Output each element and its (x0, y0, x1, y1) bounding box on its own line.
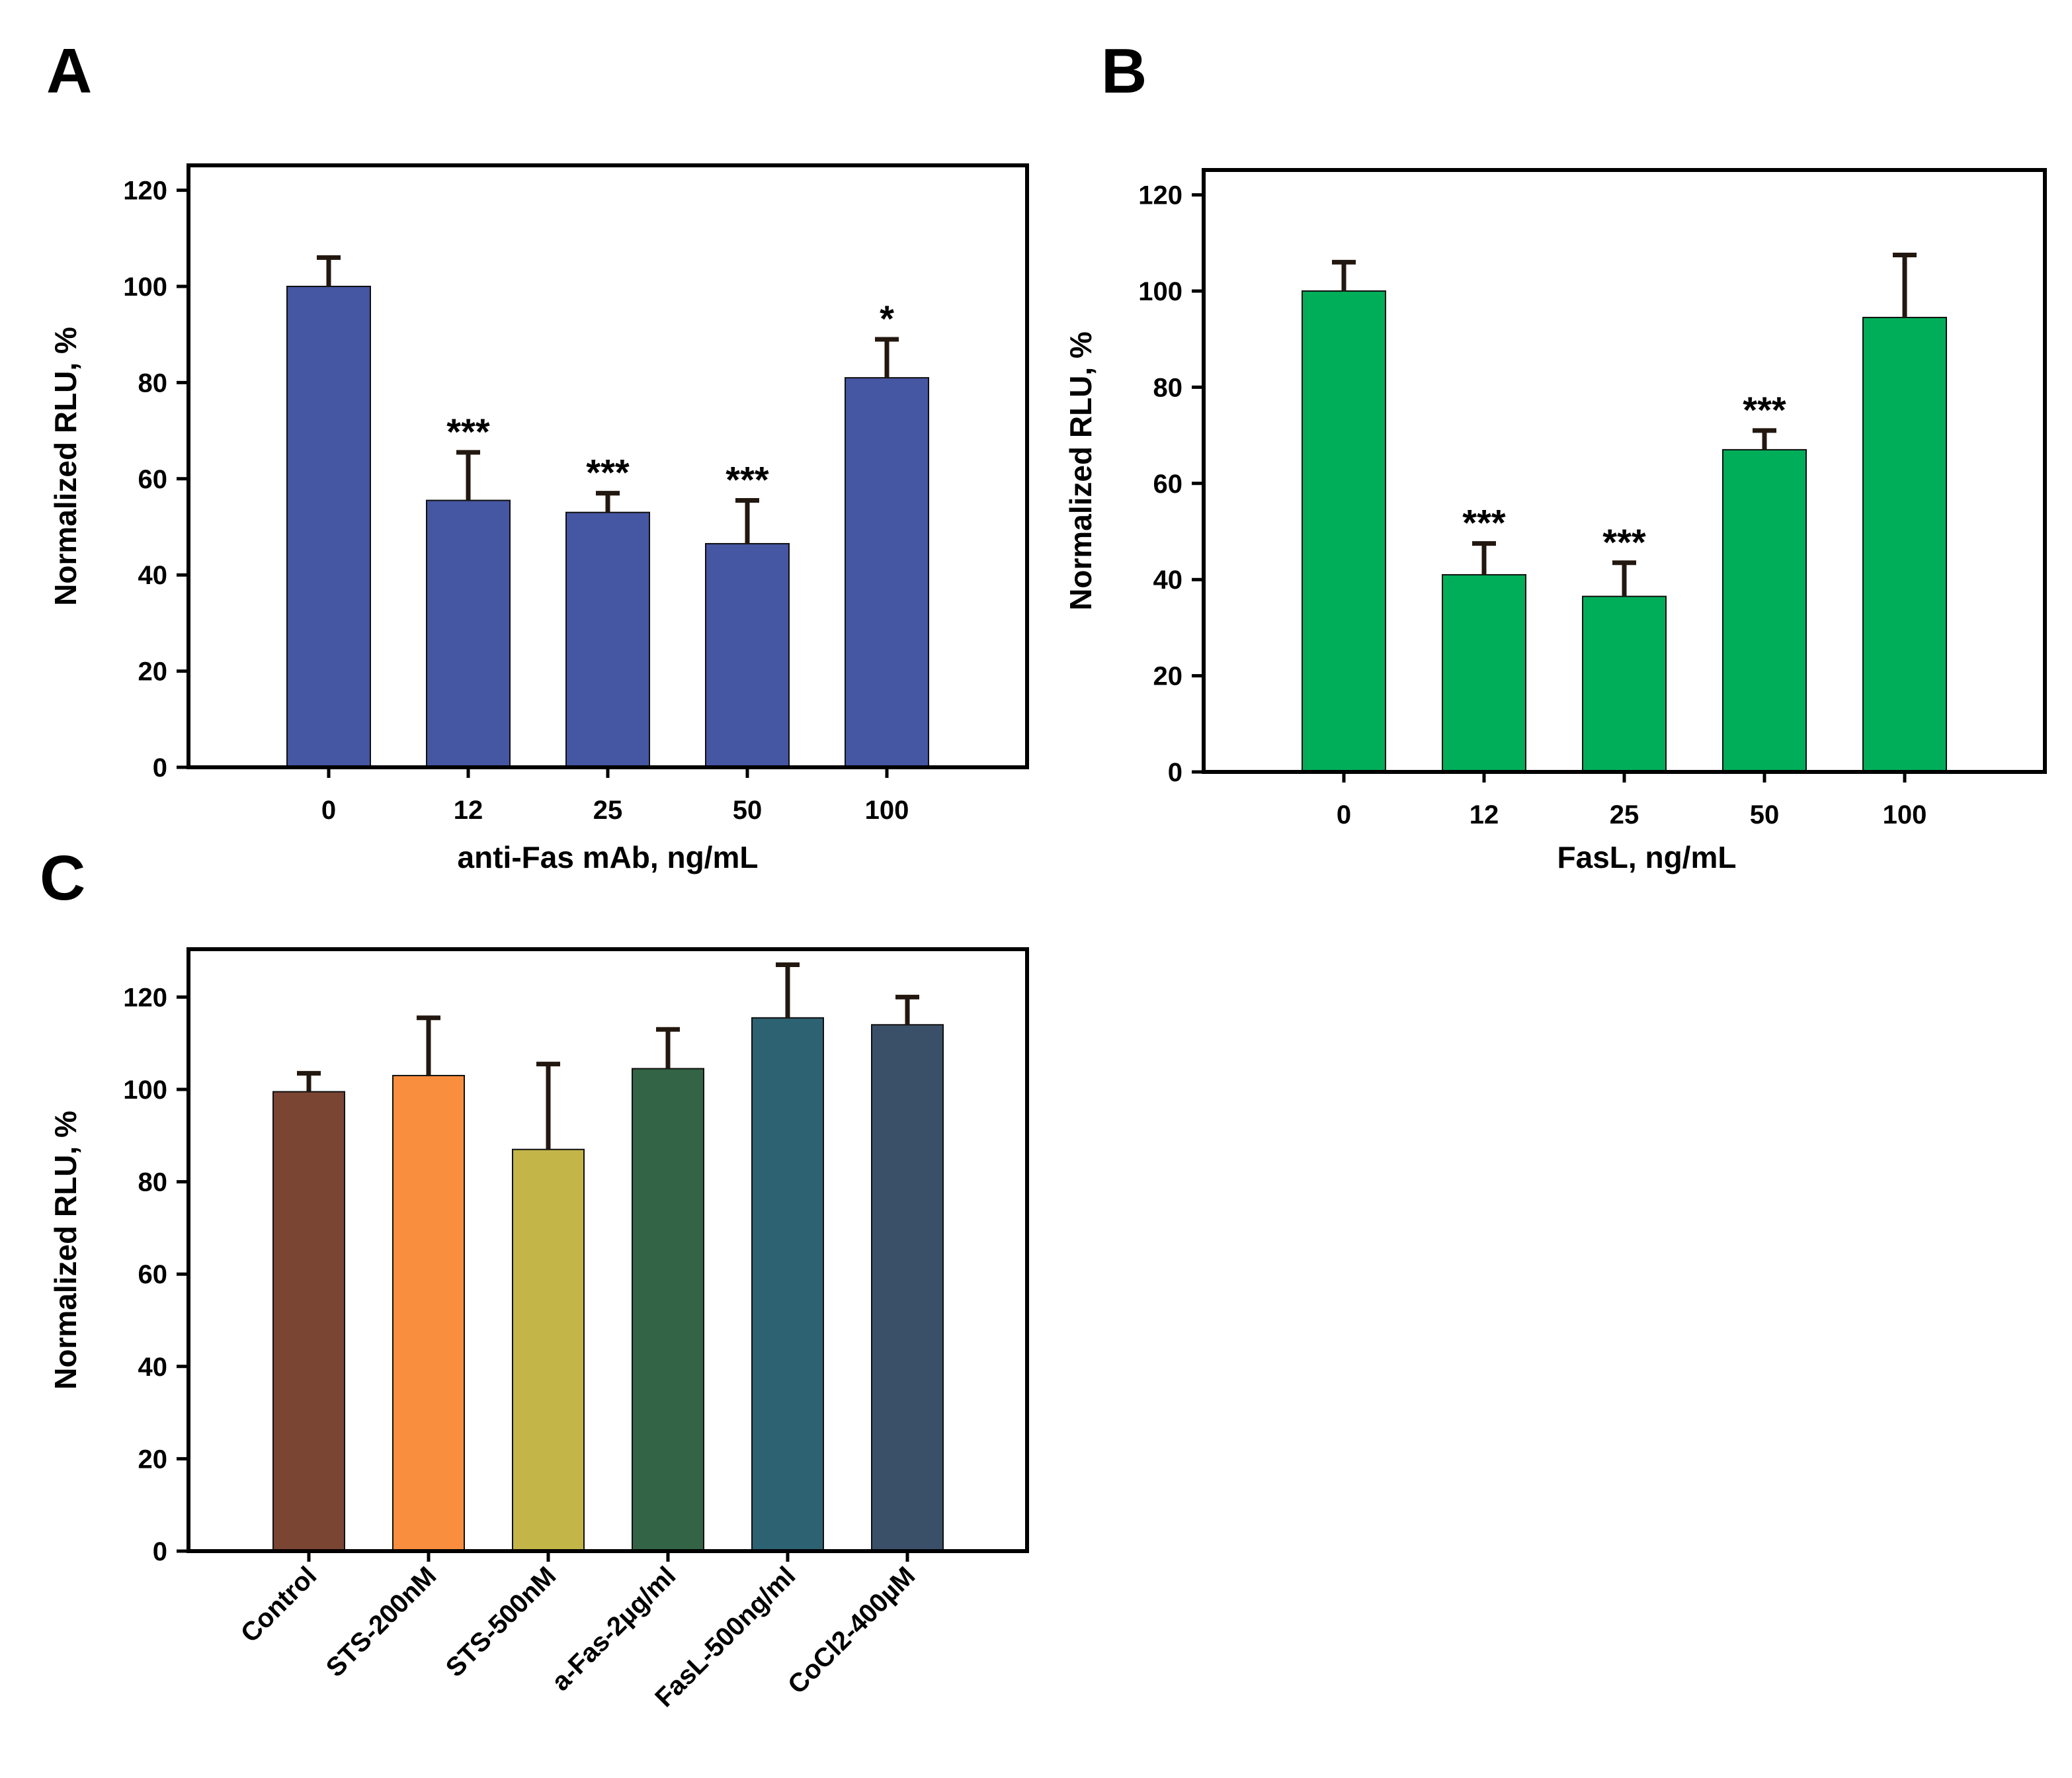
panel-c-category-label: CoCl2-400µM (782, 1561, 921, 1699)
panel-c-plot-frame (186, 947, 1029, 1553)
panel-c-bar (751, 1017, 824, 1552)
panel-a-category-label: 100 (865, 796, 909, 825)
panel-a-y-tick-label: 0 (153, 753, 167, 783)
panel-b-y-axis-title: Normalized RLU, % (1063, 331, 1098, 611)
panel-a-category-label: 25 (593, 796, 623, 825)
panel-b-bar (1442, 573, 1526, 773)
panel-a-y-tick-label: 100 (123, 273, 167, 302)
panel-c-error-bar (417, 1015, 440, 1076)
panel-a-error-bar (317, 255, 341, 286)
panel-c-bar (512, 1148, 585, 1552)
panel-a-bar (845, 377, 929, 768)
panel-b-bar (1722, 448, 1807, 773)
panel-b-error-bar (1893, 252, 1917, 318)
panel-b-y-tick-label: 100 (1138, 277, 1182, 306)
panel-c-x-categories: ControlSTS-200nMSTS-500nMa-Fas-2µg/mlFas… (235, 1551, 921, 1713)
panel-c-bar (272, 1091, 345, 1552)
panel-c-y-tick-label: 20 (138, 1445, 168, 1474)
panel-a-bars: ****** **** (286, 255, 929, 768)
panel-a-error-bar (456, 450, 480, 501)
panel-c-y-tick-label: 0 (153, 1537, 167, 1566)
panel-c: C 0 20 40 60 80 100 120 ControlSTS-200nMSTS-50… (40, 843, 1029, 1713)
panel-b-error-bar (1472, 541, 1496, 575)
panel-c-error-bar (895, 994, 919, 1025)
panel-b-category-label: 12 (1470, 800, 1499, 829)
panel-b-category-label: 50 (1750, 800, 1780, 829)
panel-a-significance-marker: * (880, 298, 894, 339)
panel-a-x-axis-title: anti-Fas mAb, ng/mL (458, 840, 759, 874)
panel-b-y-ticks: 0 20 40 60 80 100 120 (1138, 181, 1204, 787)
panel-a-y-tick-label: 60 (138, 465, 168, 494)
panel-c-category-label: Control (235, 1561, 323, 1648)
panel-c-bars (272, 962, 944, 1552)
panel-a-y-tick-label: 40 (138, 561, 168, 590)
panel-a-y-tick-label: 80 (138, 368, 168, 398)
panel-c-y-tick-label: 40 (138, 1353, 168, 1382)
panel-b-significance-marker: *** (1462, 502, 1506, 544)
panel-a-category-label: 50 (733, 796, 763, 825)
panel-c-y-tick-label: 120 (123, 983, 167, 1012)
panel-a-x-categories: 0 12 25 50 100 (321, 767, 909, 825)
panel-c-error-bar (776, 962, 800, 1018)
panel-b-x-categories: 0 12 25 50 100 (1337, 772, 1927, 829)
panel-c-y-ticks: 0 20 40 60 80 100 120 (123, 983, 188, 1566)
panel-c-error-bar (536, 1062, 560, 1150)
panel-b-bar (1862, 316, 1947, 773)
panel-a-category-label: 12 (454, 796, 483, 825)
panel-a-error-bar (735, 498, 759, 544)
panel-b-y-tick-label: 0 (1168, 758, 1182, 787)
panel-c-bar (871, 1024, 944, 1552)
panel-a-category-label: 0 (321, 796, 336, 825)
panel-letter-b: B (1101, 36, 1147, 106)
panel-a-significance-marker: *** (586, 452, 630, 493)
panel-b-y-tick-label: 60 (1153, 470, 1183, 499)
panel-c-bar (392, 1075, 465, 1552)
panel-b-x-axis-title: FasL, ng/mL (1557, 840, 1737, 874)
panel-b-bar (1302, 290, 1386, 773)
panel-a-significance-marker: *** (725, 459, 769, 501)
panel-b-y-tick-label: 20 (1153, 662, 1183, 691)
panel-c-y-tick-label: 60 (138, 1260, 168, 1289)
panel-letter-c: C (40, 843, 85, 913)
panel-b-bars: *** *** *** (1302, 252, 1947, 773)
panel-b-error-bar (1332, 259, 1356, 291)
panel-a-error-bar (596, 491, 620, 513)
panel-c-error-bar (297, 1071, 321, 1092)
panel-c-y-tick-label: 80 (138, 1168, 168, 1197)
panel-a-bar (565, 511, 650, 768)
panel-c-error-bar (656, 1027, 680, 1069)
panel-c-category-label: a-Fas-2µg/ml (546, 1561, 682, 1697)
panel-b-significance-marker: *** (1602, 521, 1646, 563)
panel-c-category-label: STS-500nM (440, 1561, 562, 1683)
panel-a-plot-frame (186, 163, 1029, 769)
panel-b-category-label: 25 (1610, 800, 1639, 829)
panel-b-error-bar (1612, 560, 1636, 597)
panel-b-category-label: 0 (1337, 800, 1351, 829)
panel-a-bar (705, 542, 790, 768)
panel-b: B *** *** *** 0 20 40 60 80 100 120 0 12 25 50 100 F… (1063, 36, 2047, 874)
panel-b-bar (1582, 595, 1667, 773)
panel-c-y-tick-label: 100 (123, 1076, 167, 1105)
panel-letter-a: A (46, 36, 92, 106)
panel-a-error-bar (875, 337, 899, 378)
panel-b-y-tick-label: 40 (1153, 566, 1183, 595)
panel-b-plot-frame (1202, 168, 2047, 774)
panel-b-error-bar (1753, 428, 1776, 450)
panel-b-y-tick-label: 80 (1153, 373, 1183, 402)
panel-a-significance-marker: *** (446, 411, 490, 452)
panel-a-y-tick-label: 20 (138, 657, 168, 687)
panel-b-category-label: 100 (1883, 800, 1927, 829)
panel-c-category-label: STS-200nM (321, 1561, 442, 1683)
panel-c-bar (632, 1068, 704, 1552)
panel-a-bar (286, 286, 371, 768)
panel-a-bar (426, 499, 511, 768)
panel-a-y-axis-title: Normalized RLU, % (48, 327, 83, 606)
panel-b-y-tick-label: 120 (1138, 181, 1182, 210)
panel-c-y-axis-title: Normalized RLU, % (48, 1111, 83, 1390)
panel-b-significance-marker: *** (1743, 389, 1786, 431)
panel-a-y-tick-label: 120 (123, 177, 167, 206)
panel-a-y-ticks: 0 20 40 60 80 100 120 (123, 177, 188, 783)
